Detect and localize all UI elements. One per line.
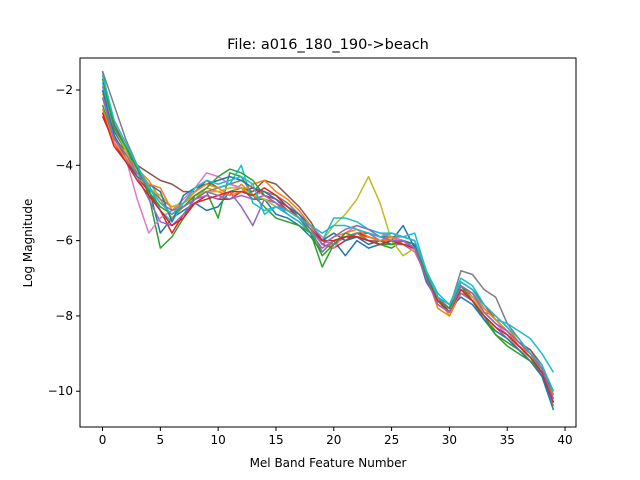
x-tick-label: 40 [557, 433, 572, 447]
x-tick-label: 0 [99, 433, 107, 447]
y-tick-label: −2 [55, 83, 73, 97]
series-line-9 [101, 93, 555, 400]
chart-title: File: a016_180_190->beach [227, 37, 429, 53]
y-tick-label: −4 [55, 158, 73, 172]
x-tick-label: 20 [326, 433, 341, 447]
y-tick-label: −6 [55, 234, 73, 248]
x-tick-label: 10 [211, 433, 226, 447]
y-tick-label: −8 [55, 309, 73, 323]
x-axis-label: Mel Band Feature Number [250, 456, 407, 470]
y-axis-ticks: −2 −4 −6 −8 −10 [48, 83, 80, 398]
x-tick-label: 25 [384, 433, 399, 447]
x-tick-label: 30 [442, 433, 457, 447]
y-tick-label: −10 [48, 384, 73, 398]
y-axis-label: Log Magnitude [21, 199, 35, 288]
series-line-3 [101, 104, 555, 396]
x-tick-label: 15 [268, 433, 283, 447]
x-axis-ticks: 0 5 10 15 20 25 30 35 40 [99, 427, 573, 447]
x-tick-label: 5 [157, 433, 165, 447]
x-tick-label: 35 [500, 433, 515, 447]
axes-frame [79, 57, 577, 428]
series-line-16 [101, 74, 555, 392]
series-layer [101, 70, 555, 411]
